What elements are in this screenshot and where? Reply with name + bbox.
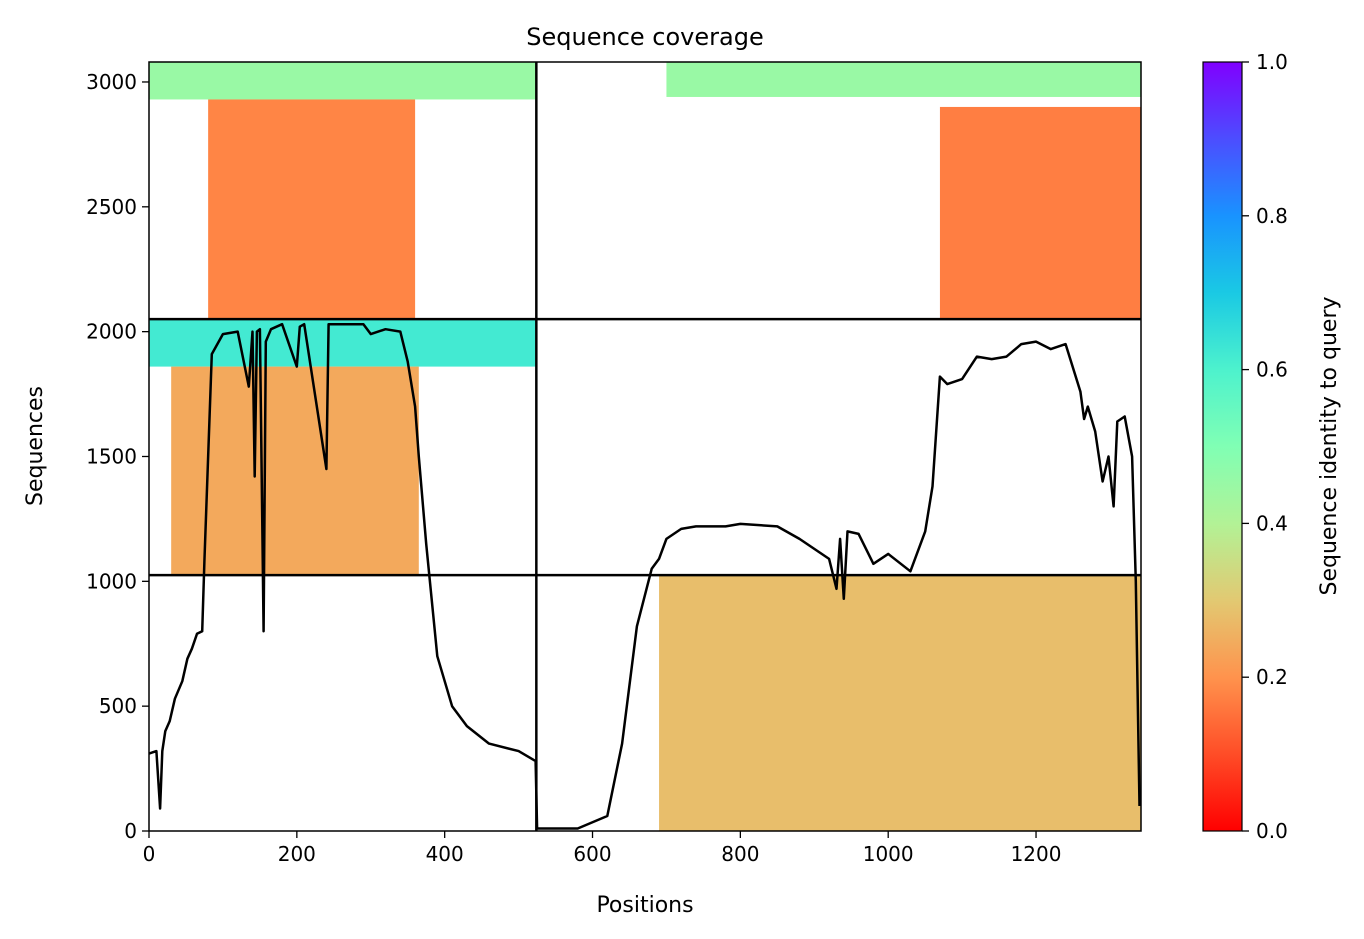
x-tick-label: 800 [721, 842, 759, 866]
y-tick-label: 2000 [86, 320, 137, 344]
coverage-line-layer [149, 322, 1141, 830]
colorbar [1202, 61, 1243, 832]
coverage-band-middle-left-1 [149, 319, 537, 367]
chart-title: Sequence coverage [526, 23, 763, 51]
colorbar-label: Sequence identity to query [1317, 296, 1342, 595]
x-tick-label: 400 [426, 842, 464, 866]
coverage-band-upper-right-1 [666, 62, 1141, 97]
colorbar-tick-label: 1.0 [1256, 50, 1288, 74]
y-axis-ticks: 0 500 1000 1500 2000 2500 3000 [86, 70, 149, 843]
x-axis-ticks: 0 200 400 600 800 1000 1200 [143, 831, 1062, 866]
block-dividers [149, 62, 1141, 831]
y-tick-label: 500 [99, 694, 137, 718]
coverage-line [149, 322, 1141, 830]
coverage-band-lower-right-1 [659, 575, 1141, 831]
x-tick-label: 1000 [863, 842, 914, 866]
coverage-blocks [149, 62, 1141, 831]
x-tick-label: 1200 [1011, 842, 1062, 866]
colorbar-tick-label: 0.0 [1256, 819, 1288, 843]
x-tick-label: 600 [573, 842, 611, 866]
coverage-band-upper-left-2 [208, 99, 416, 320]
coverage-band-middle-left-2 [171, 366, 419, 576]
coverage-band-upper-left-1 [149, 62, 537, 100]
x-axis-label: Positions [596, 893, 693, 918]
y-tick-label: 1500 [86, 444, 137, 468]
y-tick-label: 3000 [86, 70, 137, 94]
colorbar-ticks: 0.0 0.2 0.4 0.6 0.8 1.0 [1242, 50, 1288, 843]
colorbar-tick-label: 0.4 [1256, 511, 1288, 535]
colorbar-tick-label: 0.8 [1256, 204, 1288, 228]
y-axis-label: Sequences [23, 386, 48, 506]
y-tick-label: 0 [124, 819, 137, 843]
colorbar-tick-label: 0.2 [1256, 665, 1288, 689]
x-tick-label: 0 [143, 842, 156, 866]
y-tick-label: 1000 [86, 569, 137, 593]
x-tick-label: 200 [278, 842, 316, 866]
plot-frame [148, 61, 1142, 832]
plot-area [149, 62, 1141, 831]
coverage-band-upper-right-2 [939, 106, 1141, 320]
colorbar-tick-label: 0.6 [1256, 358, 1288, 382]
y-tick-label: 2500 [86, 195, 137, 219]
